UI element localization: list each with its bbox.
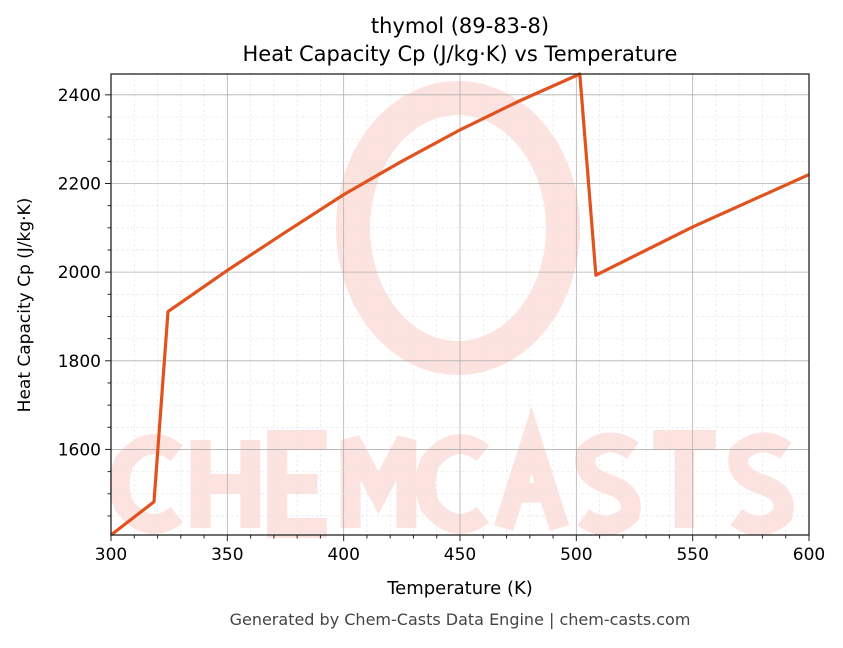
x-tick-label: 450 (444, 545, 476, 565)
footer-credit: Generated by Chem-Casts Data Engine | ch… (230, 610, 691, 629)
watermark-letter (653, 430, 716, 528)
watermark-letter (494, 406, 569, 532)
y-tick-label: 1800 (58, 352, 101, 372)
watermark-letter (415, 434, 490, 534)
chart-title: thymol (89-83-8) (371, 14, 549, 38)
x-tick-label: 550 (676, 545, 708, 565)
y-tick-label: 2200 (58, 174, 101, 194)
x-tick-label: 500 (560, 545, 592, 565)
watermark-letter (728, 432, 794, 536)
chart-subtitle: Heat Capacity Cp (J/kg·K) vs Temperature (243, 42, 678, 66)
watermark (109, 81, 794, 538)
watermark-letter (190, 440, 261, 528)
watermark-letter (267, 430, 327, 538)
grid (110, 74, 810, 535)
series-line (110, 72, 810, 537)
ticks: 300 350 400 450 500 550 600 1600 1800 2000 2200 240… (58, 86, 825, 565)
x-tick-label: 600 (793, 545, 825, 565)
y-tick-label: 2000 (58, 263, 101, 283)
x-tick-label: 300 (95, 545, 127, 565)
watermark-letter (340, 435, 417, 528)
x-tick-label: 400 (327, 545, 359, 565)
watermark-letter (109, 434, 184, 534)
x-tick-label: 350 (211, 545, 243, 565)
y-tick-label: 2400 (58, 86, 101, 106)
x-axis-label: Temperature (K) (386, 578, 533, 599)
watermark-letter (575, 432, 641, 536)
series (110, 72, 810, 537)
y-axis-label: Heat Capacity Cp (J/kg·K) (15, 198, 35, 413)
y-tick-label: 1600 (58, 440, 101, 460)
